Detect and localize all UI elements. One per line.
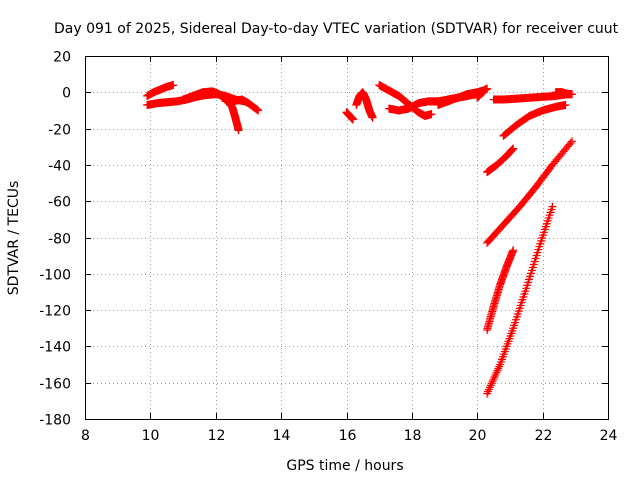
y-tick-label: 0 [62, 86, 71, 102]
ticks-layer [85, 56, 609, 420]
y-tick-label: -80 [48, 232, 71, 248]
data-point [427, 110, 436, 119]
y-tick-label: -60 [48, 195, 71, 211]
x-tick-label: 8 [81, 428, 90, 444]
series-arc-6 [352, 88, 377, 122]
series-arc-13 [499, 101, 570, 140]
x-tick-label: 22 [535, 428, 553, 444]
x-tick-label: 20 [469, 428, 487, 444]
data-point [561, 101, 570, 110]
series-arc-3 [179, 87, 243, 135]
chart-title: Day 091 of 2025, Sidereal Day-to-day VTE… [54, 21, 619, 37]
series-arc-15 [483, 137, 577, 247]
data-point [568, 90, 577, 99]
data-point [254, 106, 263, 115]
y-tick-label: -20 [48, 123, 71, 139]
x-tick-label: 18 [404, 428, 422, 444]
series-arc-14 [483, 144, 518, 177]
data-point [368, 113, 377, 122]
series-arc-2 [143, 81, 178, 100]
data-points-layer [143, 81, 577, 398]
series-arc-12 [551, 88, 577, 99]
x-tick-label: 14 [273, 428, 291, 444]
data-point [509, 144, 518, 153]
data-point [483, 84, 492, 93]
data-point [568, 137, 577, 146]
x-tick-labels: 8 10 12 14 16 18 20 22 24 [81, 428, 617, 444]
x-tick-label: 16 [339, 428, 357, 444]
series-arc-16 [483, 246, 518, 335]
y-tick-label: -40 [48, 159, 71, 175]
series-arc-17 [483, 202, 557, 398]
data-point [509, 246, 518, 255]
y-tick-label: 20 [53, 50, 71, 66]
series-arc-5 [342, 108, 358, 124]
series-arc-10 [473, 84, 492, 102]
data-point [169, 81, 178, 90]
y-tick-labels: 20 0 -20 -40 -60 -80 -100 -120 -140 -160 -180 [39, 50, 71, 429]
data-point [234, 126, 243, 135]
series-arc-4 [218, 93, 263, 115]
x-tick-label: 24 [600, 428, 618, 444]
x-tick-label: 12 [208, 428, 226, 444]
data-point [548, 202, 557, 211]
y-tick-label: -160 [39, 377, 71, 393]
x-tick-label: 10 [142, 428, 160, 444]
x-axis-label: GPS time / hours [286, 458, 403, 474]
y-axis-label: SDTVAR / TECUs [6, 181, 22, 296]
data-point [349, 115, 358, 124]
y-tick-label: -140 [39, 340, 71, 356]
data-point [566, 138, 575, 147]
y-tick-label: -120 [39, 304, 71, 320]
y-tick-label: -180 [39, 413, 71, 429]
y-tick-label: -100 [39, 268, 71, 284]
